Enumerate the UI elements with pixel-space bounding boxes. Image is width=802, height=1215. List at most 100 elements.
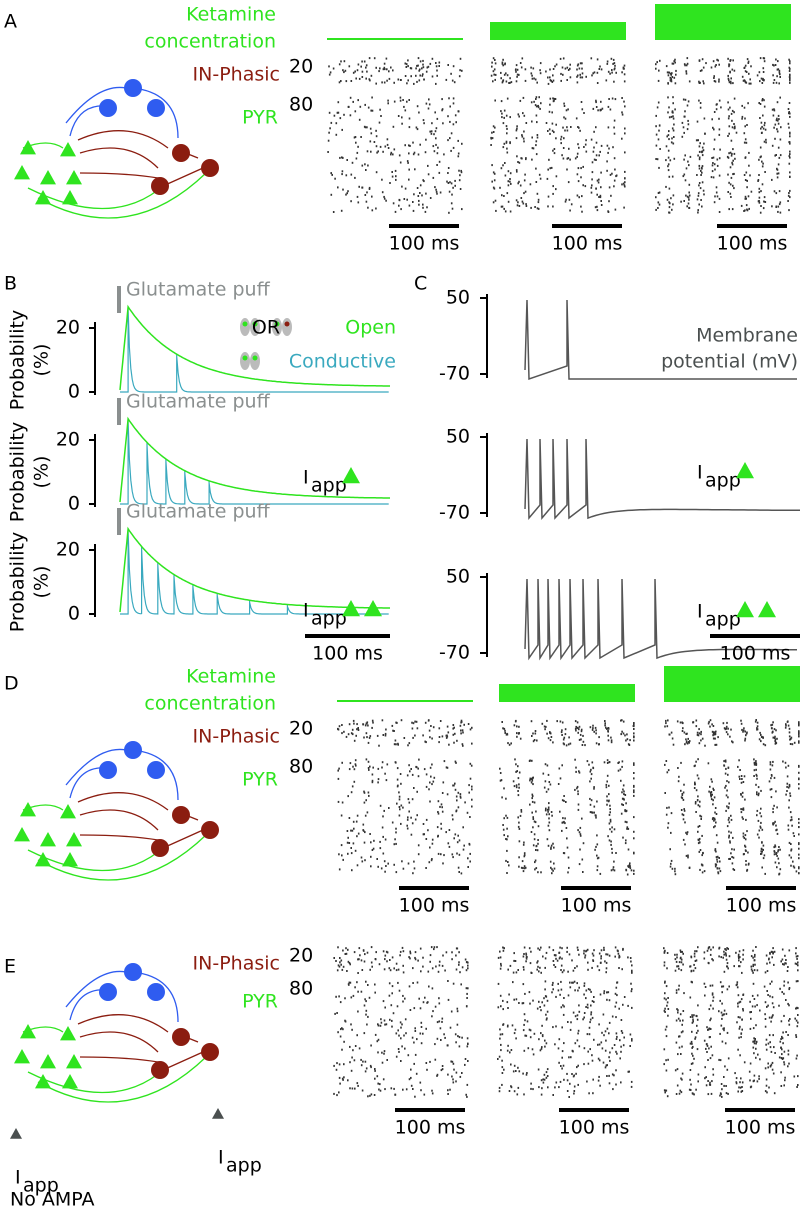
raster-spike (375, 66, 377, 69)
raster-spike (428, 729, 431, 732)
raster-spike (350, 200, 352, 203)
raster-spike (665, 1059, 667, 1062)
raster-spike (405, 66, 408, 68)
raster-spike (561, 154, 563, 157)
raster-spike (731, 126, 734, 129)
raster-spike (433, 948, 435, 951)
raster-spike (375, 135, 378, 138)
raster-spike (785, 766, 787, 769)
raster-spike (431, 1092, 434, 1095)
raster-spike (357, 958, 359, 961)
raster-spike (577, 1032, 579, 1035)
raster-spike (665, 719, 667, 722)
raster-spike (609, 1051, 611, 1054)
raster-spike (553, 98, 556, 100)
raster-spike (748, 1070, 751, 1073)
raster-spike (547, 773, 550, 776)
raster-spike (764, 1025, 767, 1028)
raster-spike (430, 130, 433, 133)
raster-spike (671, 737, 674, 740)
raster-spike (614, 992, 617, 995)
raster-spike (587, 961, 589, 964)
raster-spike (671, 175, 674, 178)
raster-spike (541, 1001, 543, 1004)
conductive-trace (120, 528, 389, 615)
raster-spike (523, 1023, 525, 1026)
raster-spike (545, 807, 547, 810)
raster-spike (760, 815, 763, 818)
raster-spike (547, 1086, 549, 1089)
raster-spike (797, 1084, 799, 1086)
raster-spike (688, 206, 690, 209)
raster-spike (385, 950, 388, 953)
raster-spike (356, 728, 358, 731)
raster-spike (701, 737, 704, 740)
raster-spike (728, 125, 731, 128)
condition-label: No AMPA (10, 1189, 95, 1211)
raster-spike (773, 850, 776, 853)
raster-spike (459, 793, 462, 796)
raster-spike (776, 172, 778, 175)
raster-spike (517, 113, 520, 116)
raster-spike (697, 734, 700, 737)
raster-spike (549, 860, 552, 863)
raster-spike (698, 837, 701, 840)
raster-spike (413, 193, 415, 196)
raster-spike (577, 989, 579, 992)
raster-spike (726, 965, 729, 968)
raster-spike (507, 184, 510, 187)
raster-spike (357, 99, 359, 102)
raster-spike (589, 1048, 591, 1051)
raster-spike (723, 950, 725, 953)
raster-spike (596, 854, 598, 857)
raster-spike (616, 1035, 618, 1038)
raster-spike (558, 1086, 560, 1089)
raster-spike (625, 839, 627, 842)
raster-spike (404, 75, 407, 77)
raster-spike (789, 171, 791, 174)
raster-spike (338, 81, 341, 84)
raster-spike (370, 1044, 372, 1047)
raster-spike (724, 760, 727, 763)
raster-spike (466, 1045, 469, 1048)
raster-spike (560, 142, 562, 145)
raster-spike (339, 1001, 342, 1004)
raster-spike (613, 869, 616, 872)
raster-spike (385, 865, 387, 867)
raster-spike (342, 188, 344, 191)
raster-spike (730, 196, 732, 198)
raster-spike (523, 179, 526, 182)
raster-spike (737, 1016, 740, 1019)
raster-spike (583, 949, 585, 952)
raster-spike (386, 143, 389, 146)
raster-spike (452, 186, 454, 189)
raster-spike (624, 820, 627, 823)
in-label: IN-Phasic (193, 953, 280, 975)
raster-spike (566, 846, 569, 849)
raster-spike (383, 81, 386, 84)
raster-spike (576, 1014, 579, 1017)
raster-spike (769, 951, 771, 954)
raster-spike (741, 778, 743, 780)
raster-spike (664, 980, 666, 983)
raster-spike (395, 831, 397, 834)
raster-spike (698, 728, 700, 731)
raster-spike (739, 769, 741, 771)
raster-spike (682, 814, 685, 817)
raster-spike (711, 1080, 713, 1083)
raster-spike (455, 1041, 457, 1044)
raster-spike (591, 171, 594, 174)
raster-spike (361, 969, 364, 971)
raster-spike (469, 762, 472, 765)
raster-spike (577, 790, 579, 793)
raster-spike (408, 204, 411, 207)
raster-spike (549, 132, 551, 135)
raster-spike (417, 853, 420, 856)
raster-spike (560, 969, 562, 971)
raster-spike (385, 728, 387, 731)
raster-spike (627, 1004, 629, 1007)
raster-spike (633, 732, 635, 735)
ketamine-label: Ketamine (186, 666, 276, 688)
raster-spike (340, 80, 342, 82)
raster-spike (546, 808, 549, 811)
